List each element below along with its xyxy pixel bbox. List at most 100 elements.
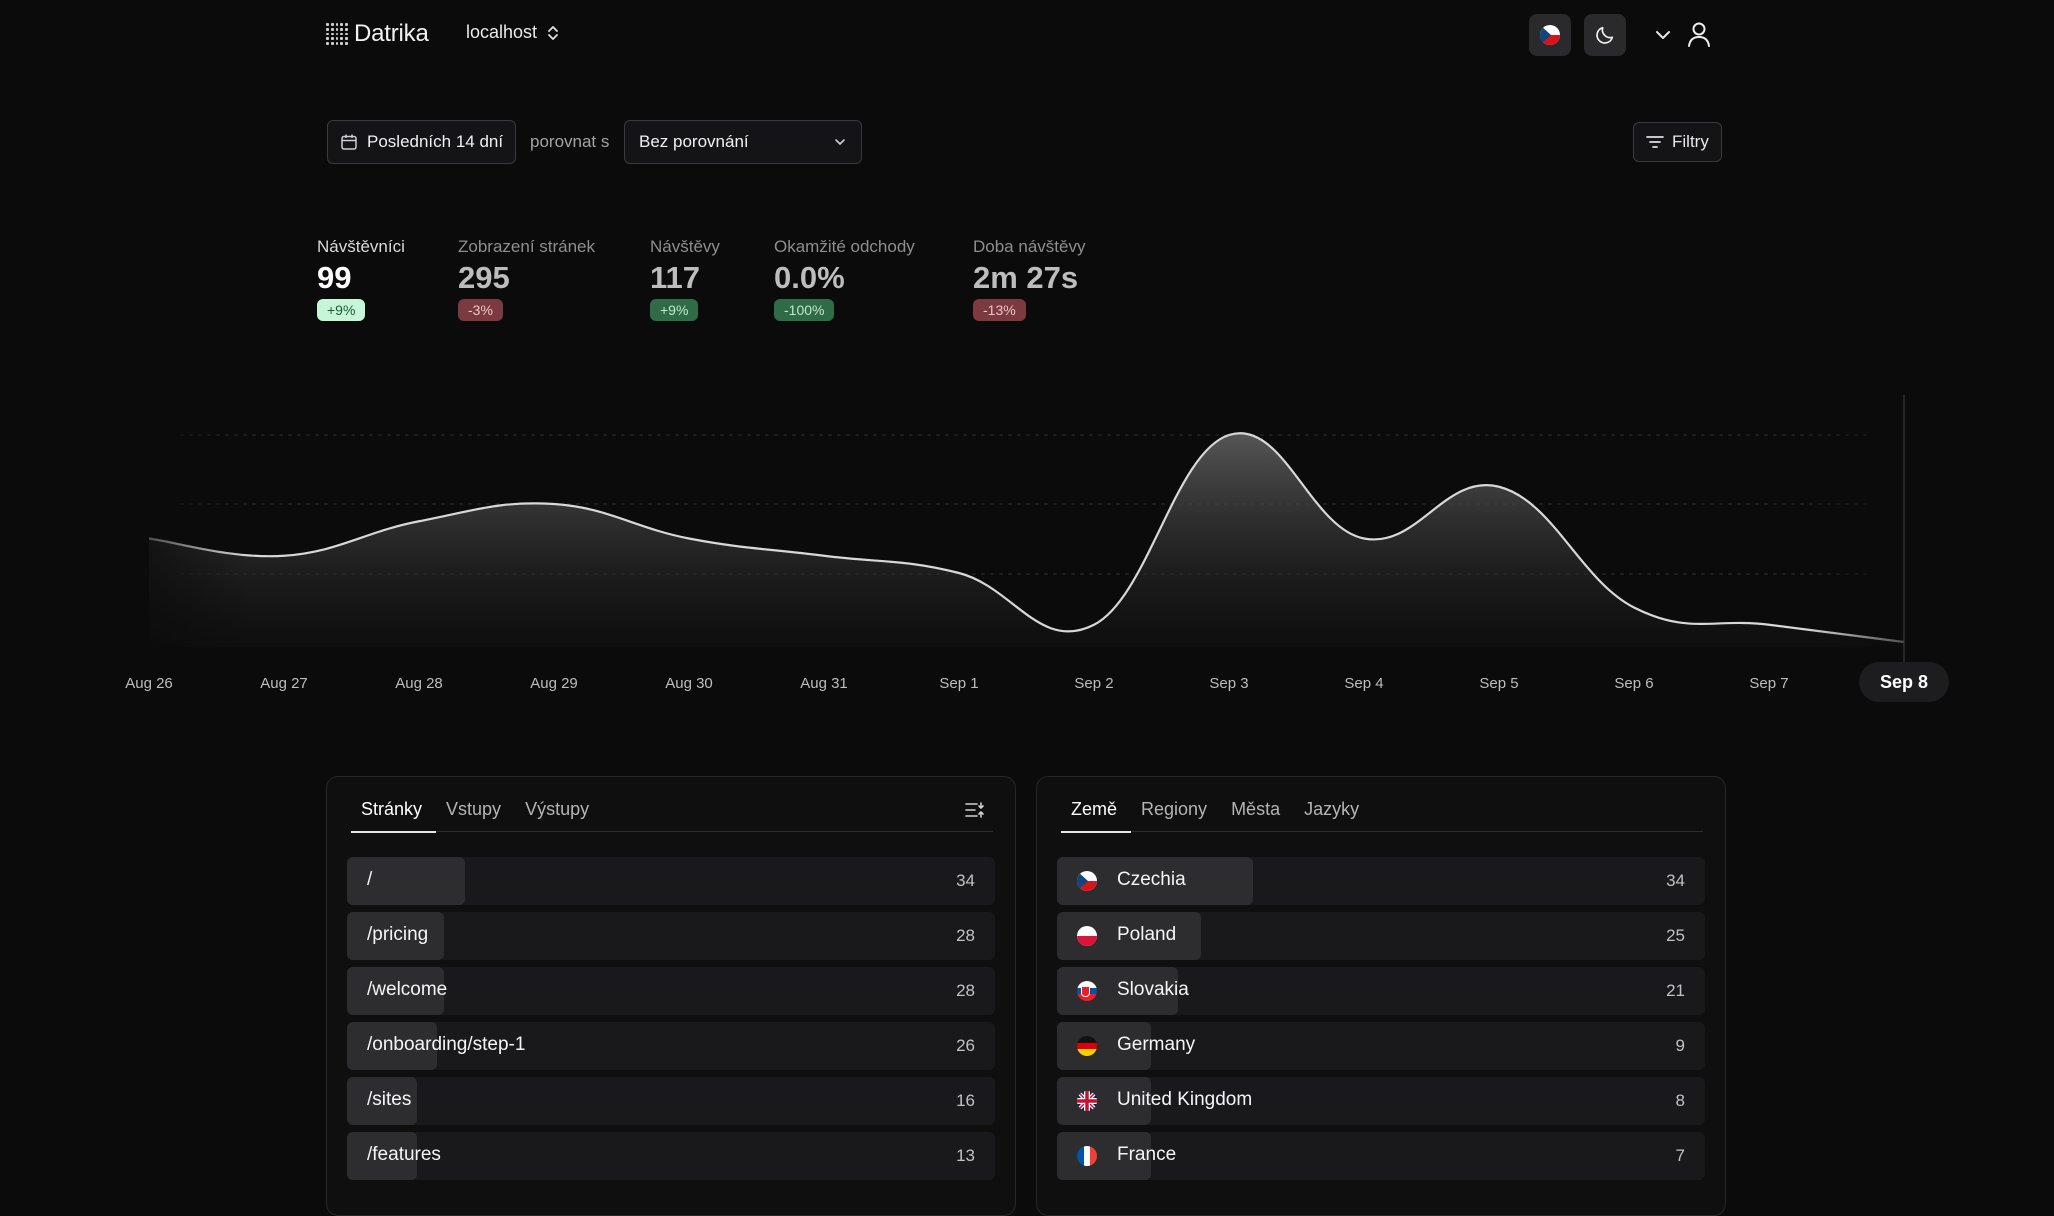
x-axis-label: Aug 27	[260, 675, 308, 692]
de-flag-icon	[1077, 1036, 1097, 1056]
x-axis-label: Sep 4	[1344, 675, 1383, 692]
x-axis-label: Aug 26	[125, 675, 173, 692]
row-name: Czechia	[1117, 869, 1186, 890]
locations-tabs: Země Regiony Města Jazyky	[1061, 789, 1703, 833]
stat-change-badge: -3%	[458, 299, 503, 321]
page-row[interactable]: /sites 16	[347, 1077, 995, 1125]
country-row[interactable]: France 7	[1057, 1132, 1705, 1180]
app-logo[interactable]: Datrika	[326, 20, 429, 48]
locations-panel: Země Regiony Města Jazyky Czechia 34 Poland 25…	[1036, 776, 1726, 1216]
row-bar	[347, 1132, 417, 1180]
visitors-chart[interactable]: Aug 26 Aug 27 Aug 28 Aug 29 Aug 30 Aug 31 Sep …	[0, 380, 2054, 710]
x-axis-label: Sep 5	[1479, 675, 1518, 692]
compare-select[interactable]: Bez porovnání	[624, 120, 862, 164]
row-name: Poland	[1117, 924, 1177, 945]
row-bar	[1057, 1132, 1151, 1180]
tab-pages-0[interactable]: Stránky	[351, 789, 437, 833]
row-count: 28	[956, 926, 975, 945]
page-row[interactable]: /features 13	[347, 1132, 995, 1180]
page-row[interactable]: / 34	[347, 857, 995, 905]
country-row[interactable]: Germany 9	[1057, 1022, 1705, 1070]
page-row[interactable]: /onboarding/step-1 26	[347, 1022, 995, 1070]
row-bar	[347, 912, 444, 960]
theme-toggle-button[interactable]	[1584, 14, 1626, 56]
user-avatar-button[interactable]	[1685, 20, 1713, 53]
chevron-down-icon	[835, 139, 845, 146]
row-name: /features	[367, 1144, 441, 1165]
row-name: United Kingdom	[1117, 1089, 1253, 1110]
stat-label: Návštěvníci	[317, 237, 405, 256]
site-selector[interactable]: localhost	[466, 22, 559, 43]
logo-grid-icon	[326, 23, 348, 45]
x-axis-label: Aug 29	[530, 675, 578, 692]
row-bar	[1057, 1022, 1151, 1070]
pl-flag-icon	[1077, 926, 1097, 946]
country-row[interactable]: Czechia 34	[1057, 857, 1705, 905]
date-range-button[interactable]: Posledních 14 dní	[327, 120, 517, 164]
stat-change-badge: +9%	[317, 299, 366, 321]
stat-value: 0.0%	[774, 260, 845, 295]
row-bar	[347, 1022, 437, 1070]
filters-button[interactable]: Filtry	[1633, 122, 1722, 162]
country-row[interactable]: United Kingdom 8	[1057, 1077, 1705, 1125]
row-count: 26	[956, 1036, 975, 1055]
row-count: 34	[956, 871, 975, 890]
compare-label: porovnat s	[530, 132, 610, 151]
row-name: /welcome	[367, 979, 448, 1000]
panel-options-button[interactable]	[965, 801, 985, 824]
x-axis-label: Sep 8	[1880, 672, 1928, 692]
chevron-down-icon	[1656, 31, 1670, 39]
moon-icon	[1596, 26, 1614, 44]
row-name: /sites	[367, 1089, 412, 1110]
stat-value: 295	[458, 260, 510, 295]
stat-card[interactable]: Okamžité odchody 0.0% -100%	[774, 237, 915, 321]
stat-card[interactable]: Doba návštěvy 2m 27s -13%	[973, 237, 1085, 321]
country-row[interactable]: Slovakia 21	[1057, 967, 1705, 1015]
x-axis-label: Sep 3	[1209, 675, 1248, 692]
x-axis-label: Sep 6	[1614, 675, 1653, 692]
row-bar	[347, 857, 465, 905]
row-count: 8	[1675, 1091, 1685, 1110]
fr-flag-icon	[1077, 1146, 1097, 1166]
filters-label: Filtry	[1672, 132, 1709, 151]
account-menu-toggle[interactable]	[1654, 26, 1672, 49]
tab-locations-0[interactable]: Země	[1061, 789, 1132, 833]
compare-value: Bez porovnání	[639, 132, 749, 151]
country-row[interactable]: Poland 25	[1057, 912, 1705, 960]
chevron-up-down-icon	[548, 25, 558, 40]
row-count: 25	[1666, 926, 1685, 945]
tab-locations-3[interactable]: Jazyky	[1304, 799, 1360, 819]
row-name: /pricing	[367, 924, 429, 945]
stat-card[interactable]: Návštěvníci 99 +9%	[317, 237, 405, 321]
row-count: 21	[1666, 981, 1685, 1000]
chart-edge-fade	[100, 380, 1954, 660]
stat-card[interactable]: Návštěvy 117 +9%	[650, 237, 720, 321]
gb-flag-icon	[1077, 1091, 1097, 1111]
x-axis-label: Aug 28	[395, 675, 443, 692]
x-axis-label: Sep 7	[1749, 675, 1788, 692]
row-count: 16	[956, 1091, 975, 1110]
stat-label: Návštěvy	[650, 237, 720, 256]
site-name: localhost	[466, 22, 538, 42]
sk-flag-icon	[1077, 981, 1097, 1001]
page-row[interactable]: /welcome 28	[347, 967, 995, 1015]
tab-locations-2[interactable]: Města	[1231, 799, 1281, 819]
page-row[interactable]: /pricing 28	[347, 912, 995, 960]
cz-flag-icon	[1077, 871, 1097, 891]
row-bar	[347, 967, 444, 1015]
row-count: 34	[1666, 871, 1685, 890]
row-name: France	[1117, 1144, 1177, 1165]
pages-panel: Stránky Vstupy Výstupy / 34/pricing 28/welco…	[326, 776, 1016, 1216]
tab-locations-1[interactable]: Regiony	[1141, 799, 1208, 819]
row-count: 7	[1675, 1146, 1685, 1165]
date-range-label: Posledních 14 dní	[367, 132, 504, 151]
language-button[interactable]	[1529, 14, 1571, 56]
tab-pages-1[interactable]: Vstupy	[446, 799, 502, 819]
tab-pages-2[interactable]: Výstupy	[525, 799, 590, 819]
stat-value: 2m 27s	[973, 260, 1079, 295]
stat-card[interactable]: Zobrazení stránek 295 -3%	[458, 237, 595, 321]
calendar-icon	[341, 134, 357, 150]
stat-label: Zobrazení stránek	[458, 237, 596, 256]
stat-change-badge: -13%	[973, 299, 1026, 321]
x-axis-label: Aug 30	[665, 675, 713, 692]
